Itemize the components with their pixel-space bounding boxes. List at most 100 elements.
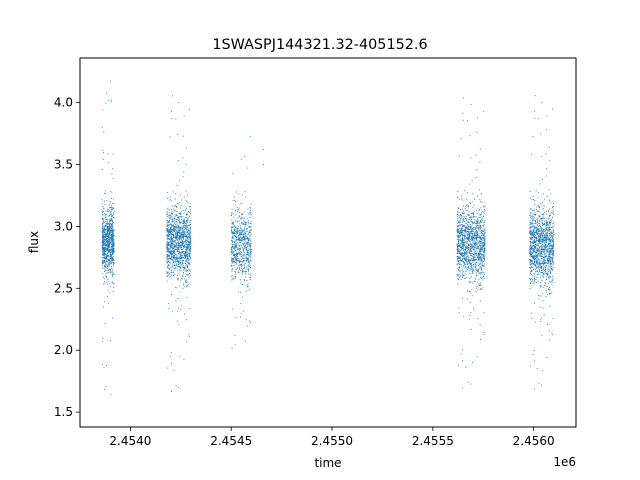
data-point-season-4 [468,260,470,262]
data-point-season-4 [457,241,459,243]
data-point-season-2 [172,275,174,276]
data-point-season-4 [471,232,473,234]
data-point-season-1 [109,262,111,264]
data-point-season-5 [548,218,550,220]
data-point-season-4 [462,246,464,248]
data-point-season-4 [467,229,468,231]
data-point-season-2 [190,229,192,231]
data-point-season-3 [231,230,233,232]
data-point-season-3 [231,249,233,251]
data-point-season-5 [549,247,551,249]
data-point-season-4 [484,202,486,204]
data-point-season-4 [457,207,459,209]
data-point-season-5 [532,282,534,284]
data-point-season-2 [185,256,186,258]
data-point-season-4 [464,208,466,210]
data-point-season-3 [241,296,243,298]
data-point-season-3 [231,265,233,267]
data-point-season-3 [247,234,249,236]
data-point-season-1 [107,260,108,262]
data-point-season-4 [458,233,460,235]
data-point-season-4 [480,248,482,250]
data-point-season-3 [233,222,235,224]
data-point-season-3 [244,260,246,262]
data-point-season-2 [171,213,173,215]
data-point-season-4 [477,229,479,231]
data-point-season-2 [175,221,177,223]
data-point-season-1 [112,232,114,234]
data-point-season-1 [105,256,106,258]
data-point-season-1 [104,239,106,241]
data-point-season-3 [233,229,235,231]
data-point-season-4 [483,246,485,248]
data-point-season-3 [237,239,239,241]
data-point-season-2 [166,220,168,221]
data-point-season-3 [248,261,250,262]
data-point-season-1 [111,228,113,230]
data-point-season-1 [106,226,108,227]
data-point-season-2 [181,241,183,243]
data-point-season-3 [244,276,246,278]
data-point-season-2 [182,236,184,238]
data-point-season-1 [106,276,108,278]
data-point-season-2 [184,280,186,282]
data-point-season-3 [243,251,244,253]
data-point-season-3 [244,239,246,241]
data-point-season-4 [483,221,485,223]
data-point-season-1 [107,258,109,260]
data-point-season-2 [176,278,178,280]
data-point-season-2 [183,245,185,247]
data-point-season-5 [544,237,546,239]
data-point-season-1 [109,243,111,245]
data-point-season-5 [532,242,534,243]
data-point-season-3 [243,235,245,237]
data-point-season-5 [531,246,532,248]
data-point-season-2 [178,264,179,265]
data-point-season-2 [172,247,174,249]
data-point-season-2 [181,255,183,257]
data-point-season-2 [174,268,176,270]
data-point-season-2 [168,271,169,273]
data-point-season-4 [457,256,459,257]
data-point-season-1 [103,261,105,262]
data-point-season-2 [186,269,187,271]
data-point-season-2 [184,224,186,226]
data-point-season-3 [236,228,238,230]
data-point-season-3 [244,245,246,247]
data-point-season-2 [168,244,170,246]
data-point-season-2 [180,254,182,256]
data-point-season-3 [247,167,249,169]
data-point-season-5 [541,266,543,268]
data-point-season-1 [108,162,110,164]
data-point-season-4 [466,246,468,248]
data-point-season-4 [473,204,475,206]
data-point-season-4 [479,248,481,250]
data-point-season-5 [533,242,535,244]
data-point-season-4 [472,249,474,251]
data-point-season-2 [178,234,180,236]
data-point-season-2 [182,284,184,286]
data-point-season-4 [462,208,464,210]
data-point-season-2 [179,265,181,267]
data-point-season-3 [242,236,244,238]
data-point-season-4 [457,238,459,240]
data-point-season-4 [470,244,472,246]
data-point-season-1 [111,219,113,221]
data-point-season-4 [476,226,478,228]
data-point-season-1 [103,265,105,267]
data-point-season-2 [173,247,175,249]
data-point-season-1 [102,149,104,151]
data-point-season-3 [237,233,239,235]
data-point-season-1 [112,244,113,246]
data-point-season-1 [107,235,109,236]
data-point-season-2 [170,236,172,238]
data-point-season-3 [234,230,235,232]
data-point-season-4 [468,259,470,260]
data-point-season-4 [477,256,479,258]
data-point-season-4 [459,216,461,218]
data-point-season-2 [183,244,185,246]
data-point-season-1 [112,215,114,217]
data-point-season-5 [552,236,554,238]
data-point-season-2 [173,235,174,237]
data-point-season-5 [542,229,544,231]
